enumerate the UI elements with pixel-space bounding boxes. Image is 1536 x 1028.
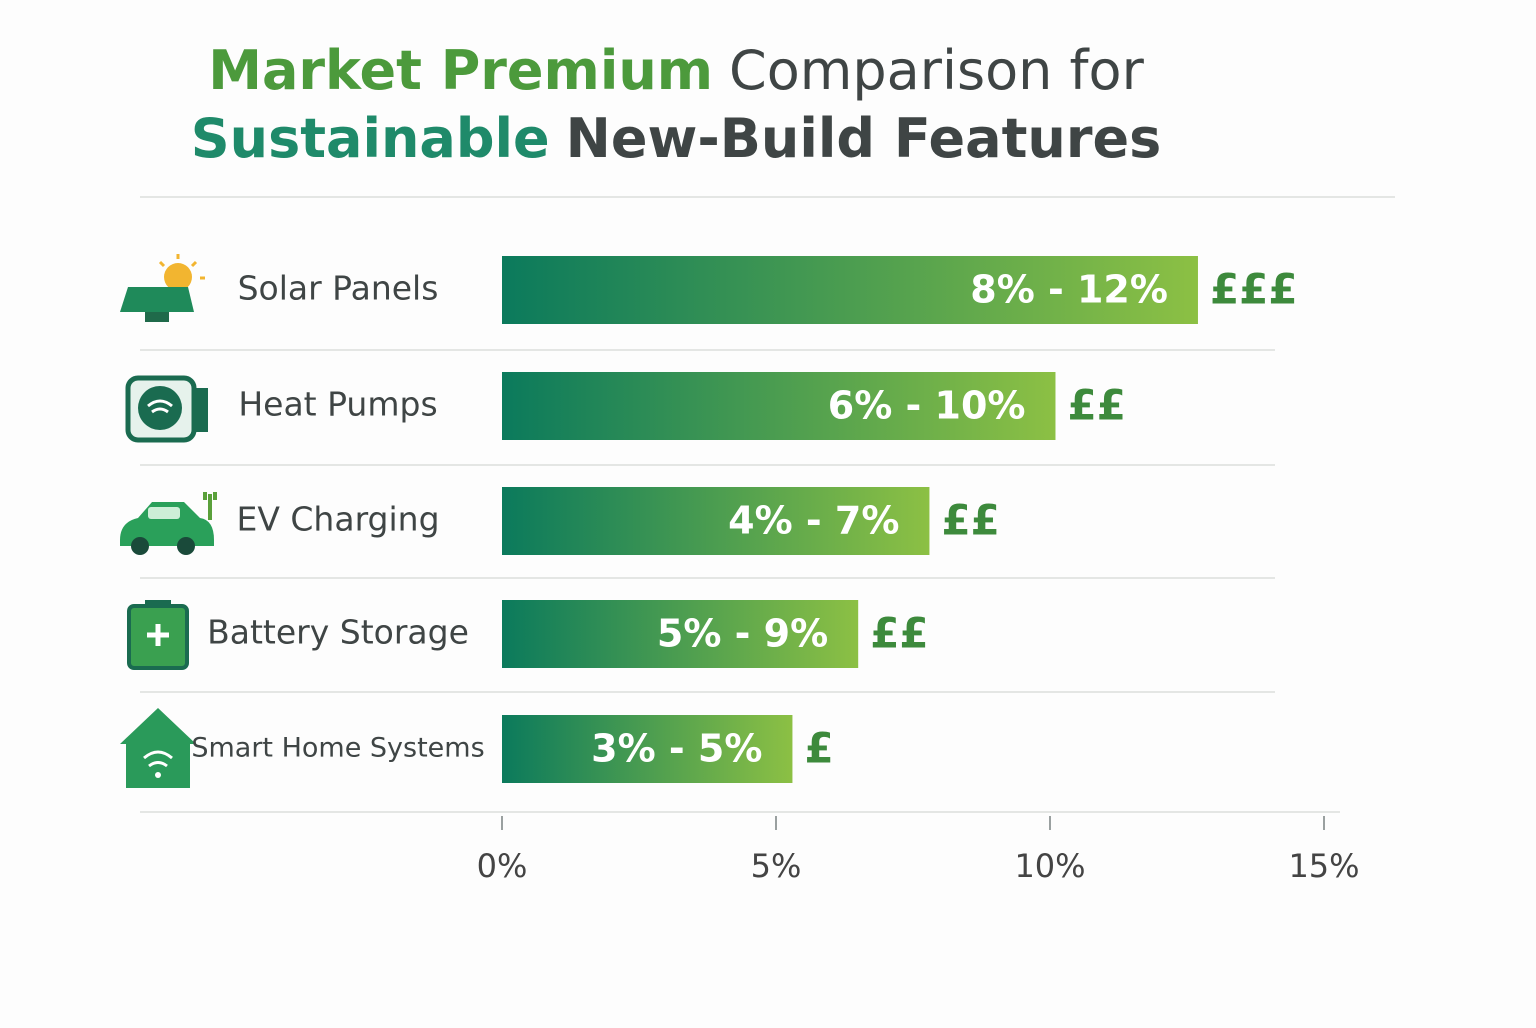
title-line: Sustainable New-Build Features [191,107,1162,170]
cost-label: ££ [870,609,928,658]
icon-heat-pump [125,375,208,443]
icon-solar [120,254,205,322]
cost-label: £££ [1210,265,1298,314]
title-segment: Market Premium [208,39,713,102]
title-line: Market Premium Comparison for [208,39,1144,102]
x-tick-label: 10% [1014,847,1085,885]
cost-label: ££ [941,496,999,545]
bar [502,372,1056,440]
title-segment: New-Build Features [566,107,1162,170]
cost-label: ££ [1067,381,1125,430]
title-segment: Comparison for [729,39,1145,102]
bar [502,487,930,555]
x-tick-label: 15% [1288,847,1359,885]
premium-range: 4% - 7% [728,499,899,543]
premium-range: 3% - 5% [591,727,762,771]
category-label: Solar Panels [238,269,439,308]
cost-label: £ [804,724,833,773]
category-label: Heat Pumps [238,385,437,424]
x-tick-label: 5% [751,847,802,885]
category-label: EV Charging [236,500,439,539]
title-segment: Sustainable [191,107,550,170]
bar [502,600,859,668]
icon-ev [120,492,217,555]
bar [502,715,793,783]
premium-range: 8% - 12% [970,268,1168,312]
bar [502,256,1198,324]
icon-battery [127,600,189,670]
premium-range: 6% - 10% [828,384,1026,428]
row-separators [140,349,1340,813]
icon-smart-home [120,708,196,788]
premium-range: 5% - 9% [657,612,828,656]
category-label: Smart Home Systems [191,733,484,764]
x-tick-label: 0% [477,847,528,885]
category-label: Battery Storage [207,613,469,652]
chart-title: Market Premium Comparison for Sustainable N… [191,39,1162,170]
